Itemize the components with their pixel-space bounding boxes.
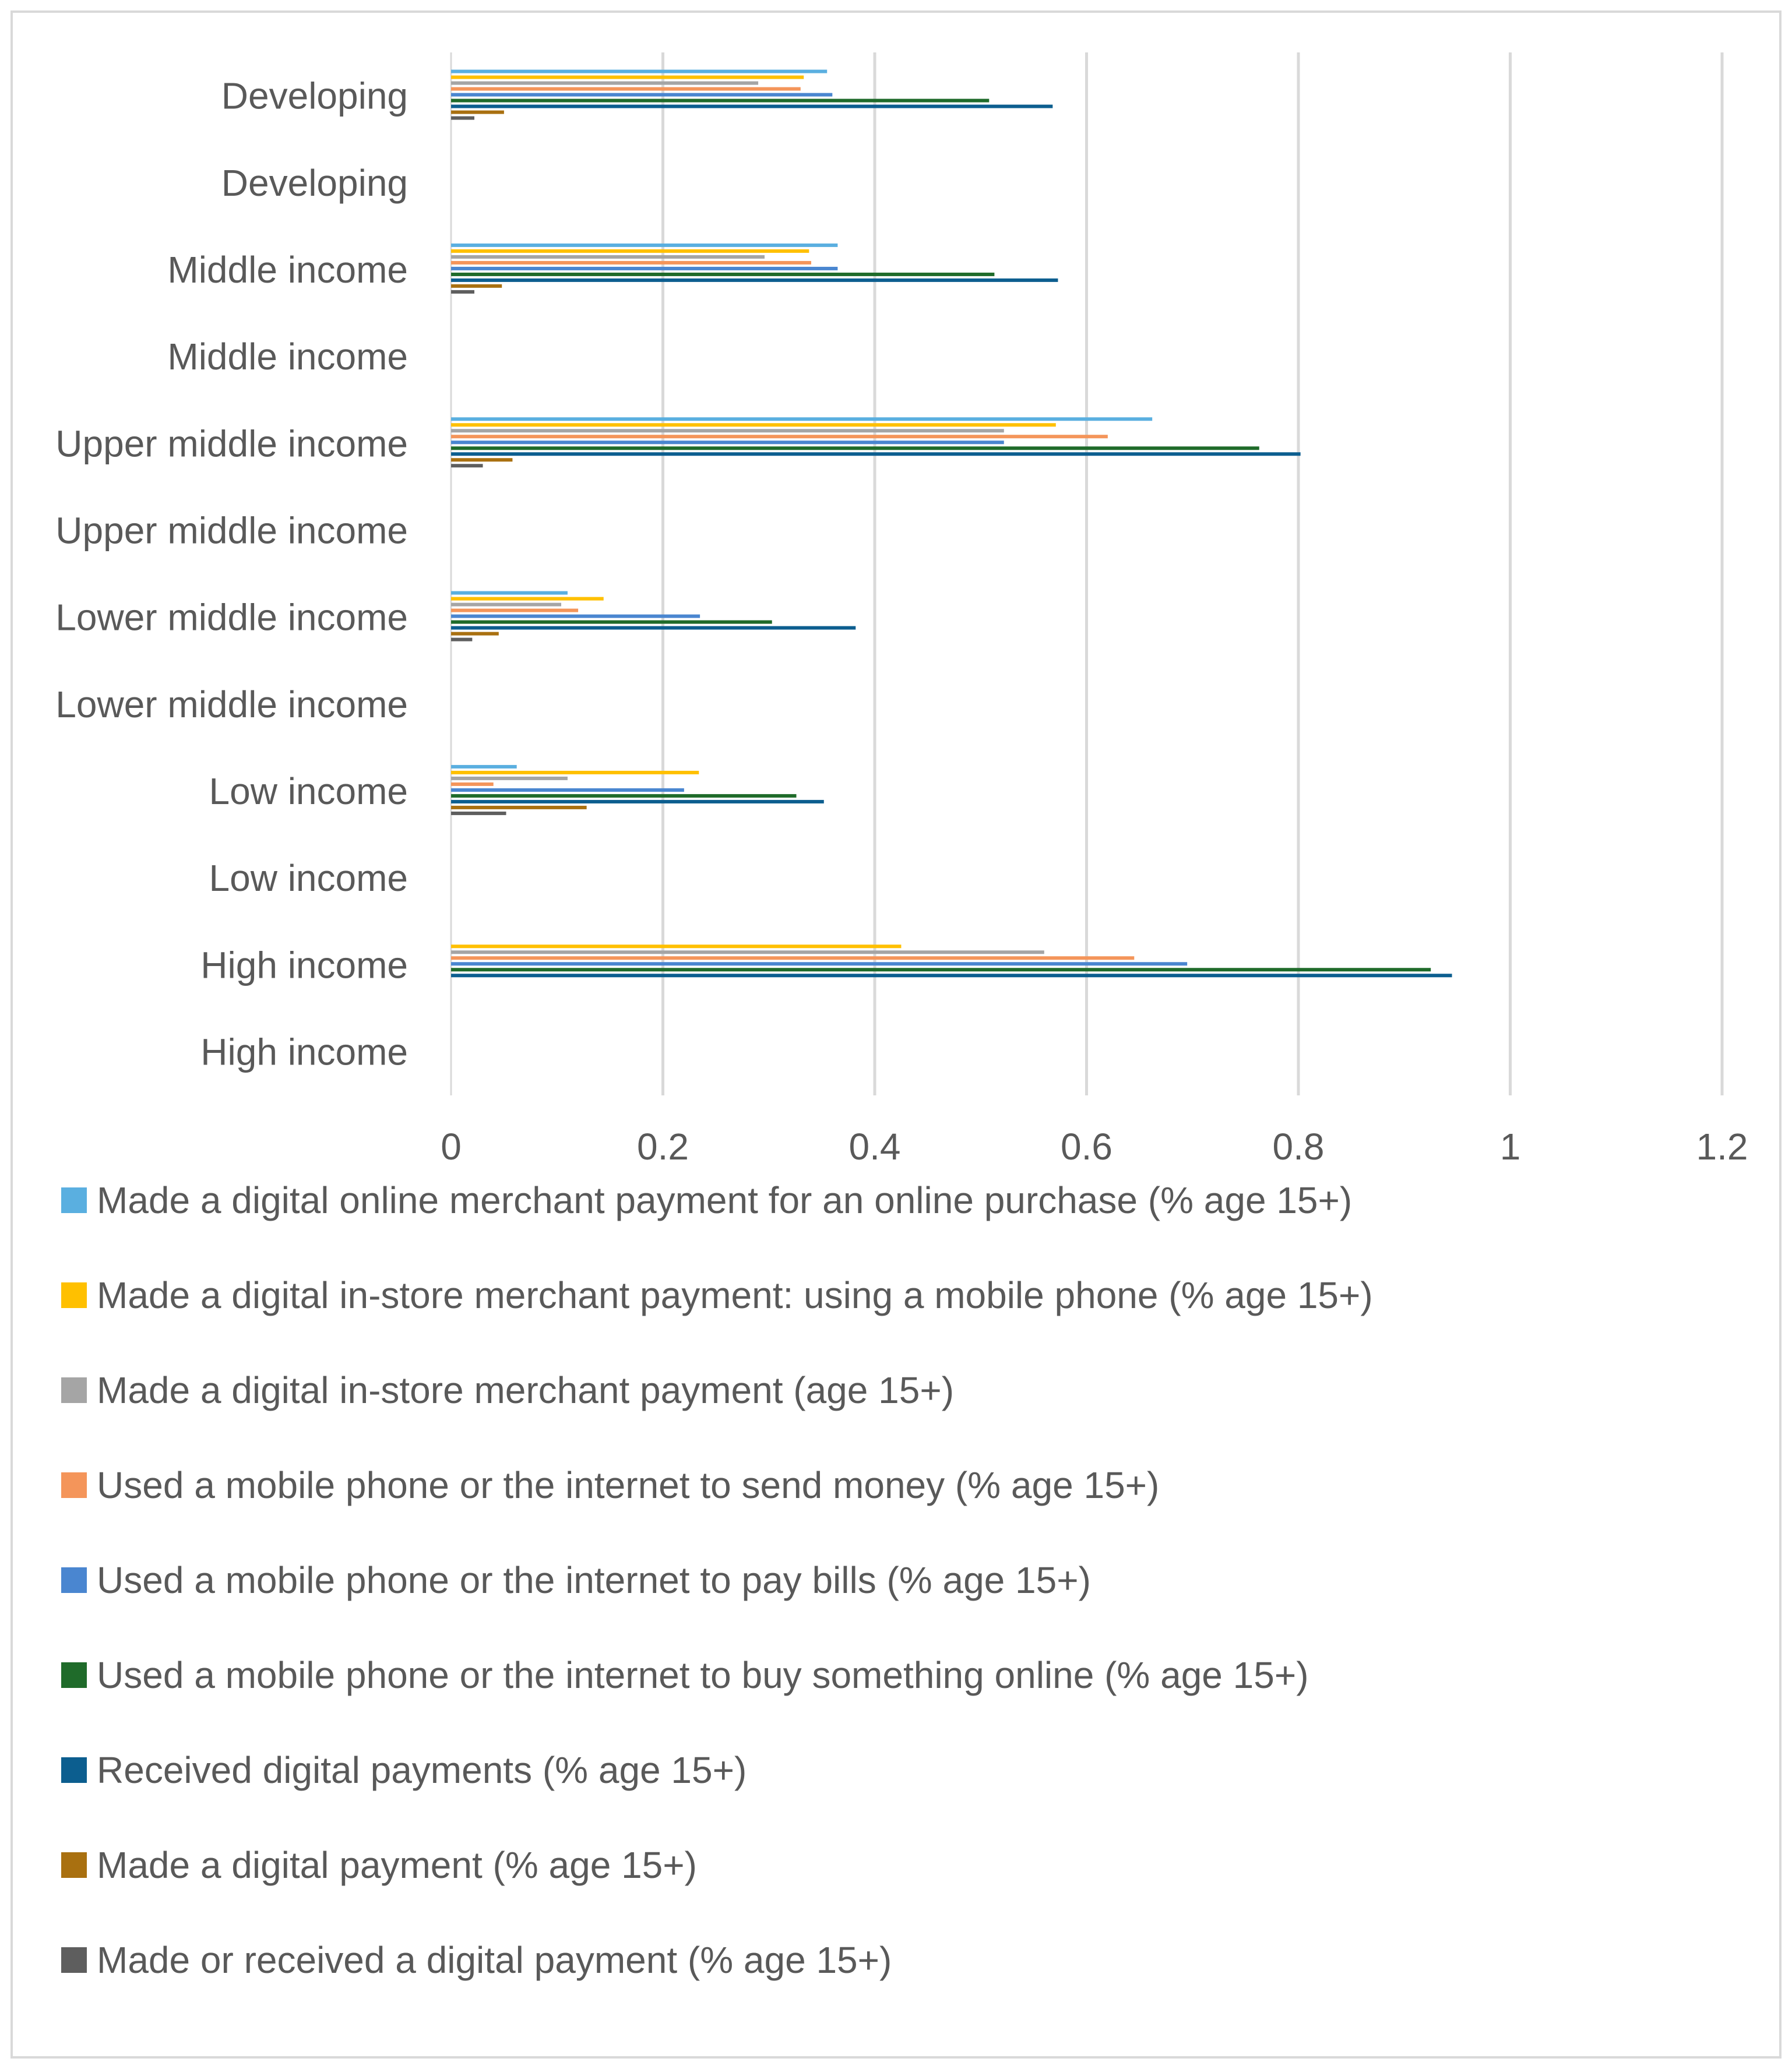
bar	[451, 637, 473, 642]
bar	[451, 69, 828, 73]
legend-entry: Received digital payments (% age 15+)	[97, 1749, 747, 1791]
bar	[451, 81, 759, 85]
bar	[451, 956, 1135, 960]
bar	[451, 805, 587, 809]
legend-swatch	[61, 1472, 87, 1498]
bar	[451, 272, 995, 276]
category-label: Lower middle income	[55, 597, 408, 639]
bar	[451, 770, 699, 774]
x-tick-label: 0.2	[637, 1126, 689, 1168]
category-label: Middle income	[167, 249, 408, 291]
legend-swatch	[61, 1662, 87, 1688]
bars	[451, 69, 1452, 978]
bar	[451, 249, 809, 253]
bar	[451, 782, 494, 786]
x-tick-label: 0.8	[1273, 1126, 1325, 1168]
bar	[451, 968, 1431, 972]
bar	[451, 811, 506, 815]
legend-entry: Made or received a digital payment (% ag…	[97, 1939, 892, 1981]
legend-entry: Used a mobile phone or the internet to p…	[97, 1559, 1091, 1601]
category-axis: Developing Developing Middle income Middle …	[55, 75, 408, 1073]
bar	[451, 776, 568, 780]
x-tick-label: 0	[441, 1126, 462, 1168]
legend-entry: Used a mobile phone or the internet to s…	[97, 1464, 1159, 1506]
category-label: Upper middle income	[55, 509, 408, 551]
chart-frame	[10, 10, 1782, 2059]
legend-swatch	[61, 1282, 87, 1308]
bar	[451, 799, 824, 803]
bar	[451, 764, 517, 769]
legend-entry: Made a digital in-store merchant payment…	[97, 1369, 954, 1411]
bar	[451, 284, 502, 288]
bar	[451, 632, 499, 636]
x-tick-label: 0.6	[1061, 1126, 1112, 1168]
bar	[451, 458, 513, 462]
category-label: Middle income	[167, 336, 408, 378]
bar	[451, 290, 474, 294]
bar	[451, 591, 568, 595]
bar	[451, 260, 811, 265]
bar	[451, 950, 1044, 954]
bar	[451, 75, 804, 79]
legend-swatch	[61, 1377, 87, 1403]
bar	[451, 452, 1301, 456]
bar	[451, 794, 797, 798]
bar	[451, 626, 856, 630]
legend: Made a digital online merchant payment f…	[61, 1179, 1373, 1981]
category-label: Upper middle income	[55, 422, 408, 464]
legend-entry: Made a digital in-store merchant payment…	[97, 1274, 1373, 1316]
legend-entry: Made a digital online merchant payment f…	[97, 1179, 1352, 1221]
bar	[451, 255, 765, 259]
value-axis: 0 0.2 0.4 0.6 0.8 1 1.2	[441, 1126, 1748, 1168]
bar	[451, 962, 1188, 966]
legend-swatch	[61, 1187, 87, 1213]
legend-swatch	[61, 1852, 87, 1878]
bar	[451, 243, 838, 247]
bar	[451, 440, 1004, 445]
legend-entry: Used a mobile phone or the internet to b…	[97, 1654, 1309, 1696]
bar	[451, 87, 801, 91]
bar	[451, 944, 902, 949]
x-tick-label: 1	[1500, 1126, 1521, 1168]
category-label: Developing	[221, 75, 408, 117]
bar	[451, 435, 1108, 439]
bar	[451, 116, 474, 120]
bar	[451, 104, 1053, 108]
bar	[451, 974, 1452, 978]
bar	[451, 597, 604, 601]
bar	[451, 93, 833, 97]
bar	[451, 266, 838, 270]
bar	[451, 614, 700, 618]
bar	[451, 429, 1004, 433]
bar	[451, 423, 1056, 427]
legend-swatch	[61, 1947, 87, 1973]
bar	[451, 620, 772, 624]
category-label: Developing	[221, 162, 408, 204]
gridlines	[450, 52, 1724, 1095]
bar	[451, 110, 504, 114]
bar	[451, 602, 562, 607]
category-label: Low income	[209, 770, 409, 812]
bar	[451, 446, 1259, 450]
legend-swatch	[61, 1567, 87, 1593]
bar	[451, 417, 1153, 421]
x-tick-label: 0.4	[849, 1126, 901, 1168]
bar	[451, 278, 1058, 282]
legend-entry: Made a digital payment (% age 15+)	[97, 1844, 697, 1886]
bar	[451, 788, 684, 792]
category-label: Lower middle income	[55, 683, 408, 725]
bar	[451, 608, 579, 612]
legend-swatch	[61, 1757, 87, 1783]
x-tick-label: 1.2	[1696, 1126, 1748, 1168]
category-label: High income	[200, 1031, 408, 1073]
bar	[451, 464, 483, 468]
bar	[451, 98, 990, 103]
category-label: Low income	[209, 857, 409, 899]
category-label: High income	[200, 944, 408, 986]
